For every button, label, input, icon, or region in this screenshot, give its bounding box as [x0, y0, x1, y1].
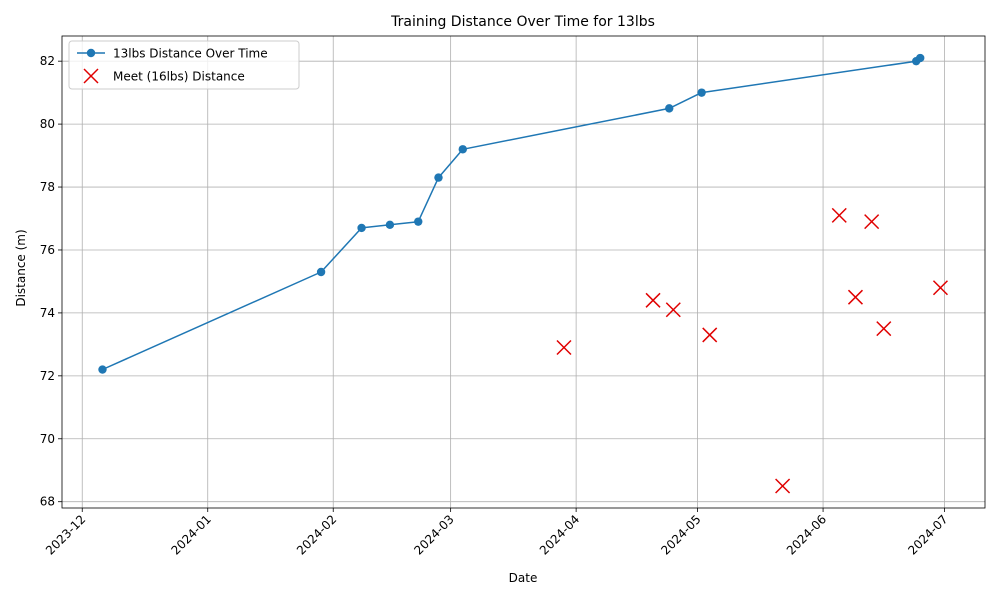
y-tick-label: 74 — [40, 306, 55, 320]
training-distance-point — [316, 267, 326, 277]
meet-distance-point — [775, 478, 791, 494]
training-distance-point — [98, 365, 107, 374]
meet-distance-point — [847, 289, 863, 305]
training-distance-point — [414, 217, 423, 226]
meet-distance-point — [932, 280, 948, 296]
plot-frame — [61, 35, 986, 509]
training-distance-point — [665, 104, 674, 113]
training-distance-point — [458, 145, 467, 154]
training-distance-point — [916, 53, 925, 63]
legend-frame — [68, 40, 300, 90]
meet-distance-point — [864, 214, 880, 230]
training-distance-point — [357, 223, 366, 233]
series — [98, 53, 948, 494]
meet-distance-point — [702, 327, 718, 343]
y-axis-label: Distance (m) — [14, 229, 28, 306]
meet-distance-point — [876, 321, 892, 337]
training-distance-point — [385, 220, 395, 229]
meet-distance-point — [831, 207, 847, 223]
y-tick-label: 72 — [40, 369, 55, 383]
legend-label-meet: Meet (16lbs) Distance — [113, 70, 245, 84]
legend-label-training: 13lbs Distance Over Time — [113, 47, 268, 61]
meet-distance-point — [645, 292, 661, 308]
legend-circle-marker — [86, 48, 96, 58]
legend: 13lbs Distance Over Time Meet (16lbs) Di… — [68, 40, 300, 90]
legend-x-marker — [83, 68, 99, 84]
y-tick-label: 70 — [40, 432, 55, 446]
meet-distance-point — [556, 339, 572, 356]
grid — [62, 36, 985, 508]
y-tick-label: 82 — [40, 54, 55, 68]
y-tick-label: 80 — [40, 117, 55, 131]
chart-title: Training Distance Over Time for 13lbs — [390, 14, 655, 30]
training-distance-point — [434, 173, 443, 182]
meet-distance-point — [665, 302, 681, 318]
training-distance-point — [697, 88, 706, 97]
y-tick-label: 68 — [40, 495, 55, 509]
y-tick-label: 76 — [40, 243, 55, 257]
x-axis-label: Date — [509, 571, 538, 585]
y-tick-label: 78 — [40, 180, 55, 194]
